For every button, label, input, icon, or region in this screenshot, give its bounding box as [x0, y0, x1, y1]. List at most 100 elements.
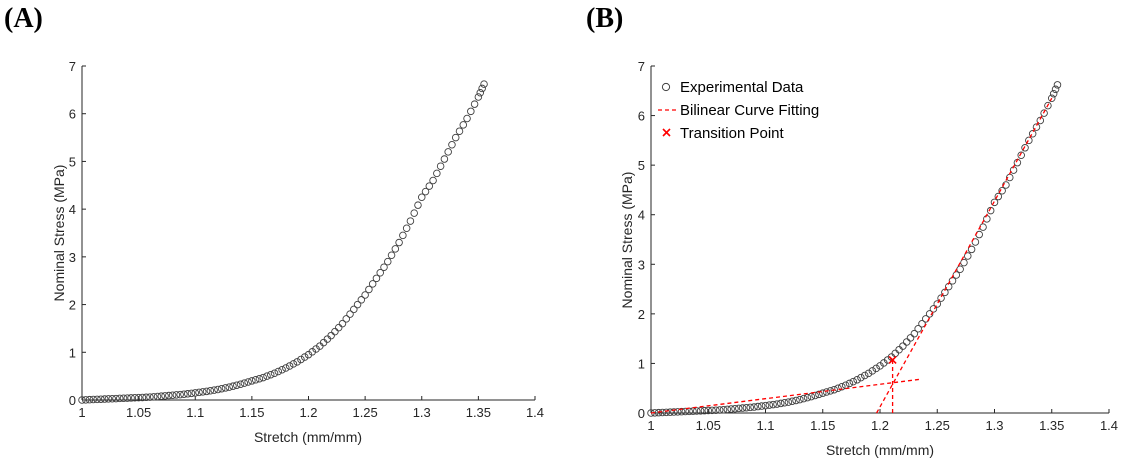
chart-b-legend: Experimental Data Bilinear Curve Fitting…: [658, 79, 819, 142]
data-point: [183, 390, 192, 398]
data-point: [451, 133, 460, 142]
data-point: [384, 257, 392, 266]
data-point: [677, 407, 686, 416]
data-point: [857, 373, 865, 382]
data-point: [236, 380, 245, 389]
chart-a-y-ticks: 0 1 2 3 4 5 6 7: [69, 59, 86, 408]
data-point: [368, 280, 377, 288]
data-point: [849, 377, 858, 386]
data-point: [100, 395, 109, 403]
data-point: [149, 393, 158, 401]
data-point: [910, 329, 919, 338]
legend-label-transition: Transition Point: [680, 125, 784, 142]
data-point: [225, 383, 233, 391]
data-point: [853, 376, 861, 384]
data-point: [395, 238, 403, 247]
data-point: [263, 372, 271, 380]
data-point: [372, 274, 381, 283]
y-tick-label: 3: [638, 257, 645, 272]
data-point: [872, 364, 880, 373]
data-point: [410, 209, 418, 217]
y-tick-label: 1: [638, 356, 645, 371]
x-tick-label: 1.15: [239, 405, 264, 420]
data-point: [467, 107, 475, 116]
data-point: [1040, 109, 1048, 117]
data-point: [187, 389, 196, 398]
data-point: [1047, 94, 1056, 102]
data-point: [704, 406, 713, 415]
data-point: [780, 399, 789, 407]
data-point: [902, 338, 911, 346]
x-tick-label: 1.25: [925, 418, 950, 433]
data-point: [82, 396, 90, 404]
y-tick-label: 0: [69, 393, 76, 408]
y-tick-label: 7: [69, 59, 76, 74]
data-point: [906, 334, 915, 342]
chart-a-x-label: Stretch (mm/mm): [254, 429, 362, 445]
chart-b-x-ticks: 1 1.05 1.1 1.15 1.2 1.25 1.3 1.35 1.4: [647, 409, 1118, 433]
data-point: [761, 401, 770, 410]
data-point: [834, 384, 842, 392]
data-point: [165, 391, 173, 400]
data-point: [89, 395, 98, 404]
x-tick-label: 1: [647, 418, 654, 433]
data-point: [350, 305, 358, 314]
data-point: [470, 100, 479, 108]
data-point: [293, 358, 301, 366]
chart-b-y-label: Nominal Stress (MPa): [619, 172, 635, 309]
data-point: [708, 406, 716, 415]
data-point: [986, 206, 995, 215]
data-point: [792, 396, 800, 405]
x-tick-label: 1.15: [810, 418, 835, 433]
data-point: [914, 324, 922, 333]
data-point: [353, 300, 362, 309]
data-point: [822, 388, 831, 396]
data-point: [990, 198, 999, 207]
data-point: [180, 390, 188, 399]
data-point: [436, 162, 445, 170]
data-point: [346, 310, 354, 318]
data-point: [738, 404, 747, 412]
data-point: [429, 176, 437, 185]
y-tick-label: 3: [69, 250, 76, 265]
data-point: [380, 263, 388, 271]
fit-line-segment: [650, 378, 921, 414]
x-tick-label: 1.35: [1039, 418, 1064, 433]
data-point: [421, 187, 430, 196]
y-tick-label: 1: [69, 345, 76, 360]
data-point: [123, 394, 132, 402]
y-tick-label: 0: [638, 406, 645, 421]
data-point: [172, 391, 181, 399]
data-point: [723, 405, 732, 414]
data-point: [168, 391, 177, 399]
data-point: [742, 403, 751, 412]
data-point: [803, 393, 812, 402]
data-point: [342, 315, 351, 323]
x-tick-label: 1.1: [186, 405, 204, 420]
chart-a-x-ticks: 1 1.05 1.1 1.15 1.2 1.25 1.3 1.35 1.4: [78, 396, 544, 420]
data-point: [712, 406, 720, 414]
data-point: [777, 399, 785, 408]
data-point: [334, 323, 343, 332]
transition-point-marker: [888, 355, 897, 365]
data-point: [406, 217, 415, 225]
data-point: [971, 238, 980, 246]
data-point: [868, 367, 877, 375]
data-point: [845, 379, 854, 388]
data-point: [727, 405, 735, 413]
data-point: [97, 395, 105, 403]
data-point: [815, 390, 823, 399]
x-tick-label: 1.05: [126, 405, 151, 420]
data-point: [153, 392, 162, 401]
data-point: [754, 402, 762, 411]
data-point: [112, 394, 120, 403]
data-point: [108, 394, 116, 403]
panel-label-a: (A): [4, 3, 43, 34]
data-point: [259, 373, 267, 382]
data-point: [960, 258, 968, 267]
data-point: [297, 355, 305, 364]
y-tick-label: 6: [69, 107, 76, 122]
chart-a-y-label: Nominal Stress (MPa): [51, 165, 67, 302]
